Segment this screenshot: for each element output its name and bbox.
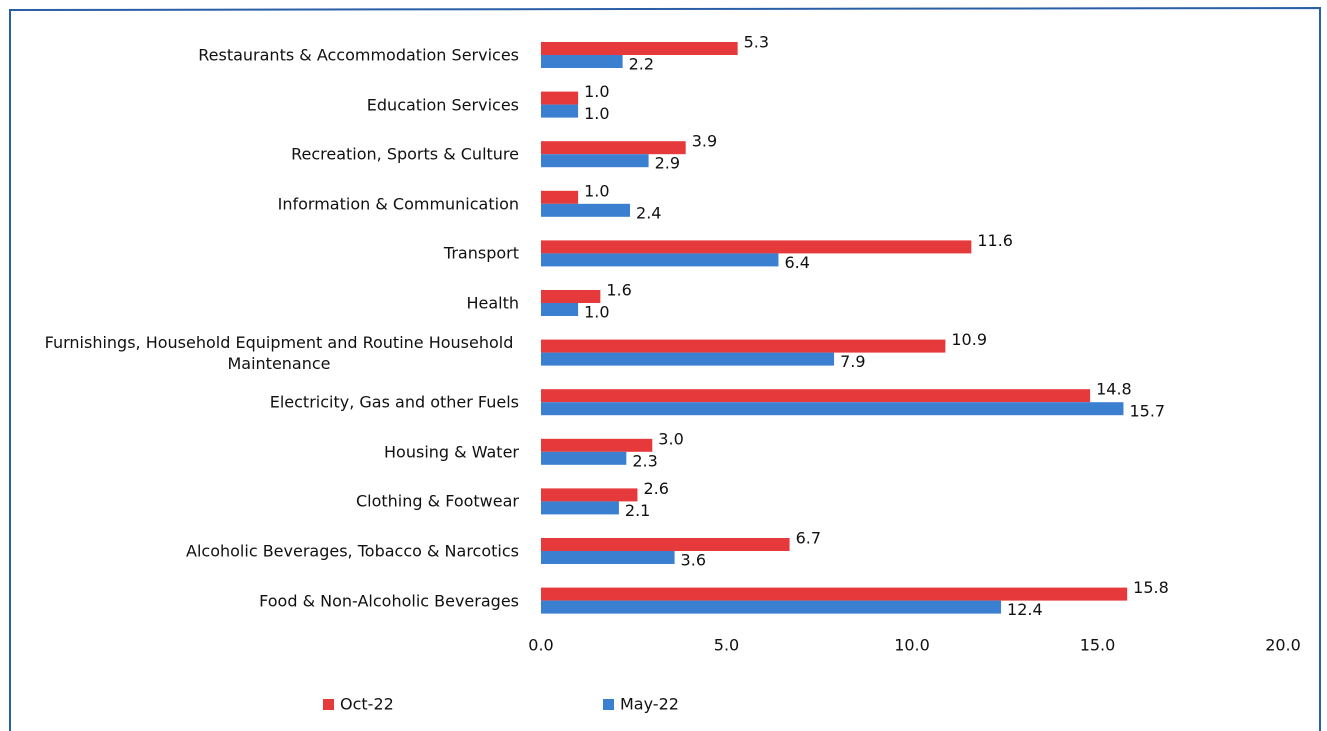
bar <box>541 55 623 68</box>
value-label: 11.6 <box>977 231 1013 250</box>
value-label: 12.4 <box>1007 600 1043 619</box>
bar <box>541 438 653 452</box>
category-label: Food & Non-Alcoholic Beverages <box>259 590 519 611</box>
category-label: Housing & Water <box>384 441 519 462</box>
value-label: 1.0 <box>584 104 609 123</box>
category-text: Housing & Water <box>384 442 519 462</box>
category-text: Transport <box>443 243 519 263</box>
category-text: Furnishings, Household Equipment and Rou… <box>44 332 514 373</box>
bar <box>541 203 631 217</box>
value-label: 1.0 <box>584 181 609 200</box>
bar <box>541 389 1091 403</box>
category-text: Electricity, Gas and other Fuels <box>269 392 519 412</box>
category-text: Education Services <box>366 95 519 115</box>
legend-label: May-22 <box>620 695 679 714</box>
bar <box>541 488 638 502</box>
legend-swatch <box>603 699 614 710</box>
category-text: Health <box>466 293 519 313</box>
bar <box>541 352 835 366</box>
value-label: 6.4 <box>784 253 809 272</box>
value-label: 2.2 <box>629 55 654 74</box>
x-tick-label: 20.0 <box>1265 636 1301 655</box>
value-label: 1.0 <box>584 303 609 322</box>
category-label: Transport <box>444 243 519 264</box>
bar <box>541 240 972 254</box>
bar <box>541 451 627 465</box>
value-label: 7.9 <box>840 352 865 371</box>
category-label: Education Services <box>367 94 519 115</box>
bar <box>541 290 601 303</box>
value-label: 6.7 <box>796 529 821 548</box>
bar <box>541 402 1124 416</box>
bar <box>541 42 738 55</box>
value-label: 1.6 <box>606 281 631 300</box>
category-text: Alcoholic Beverages, Tobacco & Narcotics <box>186 541 519 561</box>
bar <box>541 339 946 353</box>
category-text: Information & Communication <box>277 194 519 214</box>
bar <box>541 253 779 267</box>
value-label: 3.6 <box>681 551 706 570</box>
value-label: 2.3 <box>632 451 657 470</box>
bar <box>541 91 579 105</box>
category-label: Clothing & Footwear <box>356 491 519 512</box>
bar <box>541 190 579 204</box>
bar <box>541 538 790 551</box>
value-label: 3.0 <box>658 429 683 448</box>
frame <box>9 6 1321 731</box>
x-tick-label: 0.0 <box>528 636 553 655</box>
value-label: 14.8 <box>1096 380 1132 399</box>
value-label: 3.9 <box>692 132 717 151</box>
category-text: Clothing & Footwear <box>355 491 519 511</box>
value-label: 1.0 <box>584 82 609 101</box>
category-text: Food & Non-Alcoholic Beverages <box>259 591 519 611</box>
value-label: 15.7 <box>1129 402 1165 421</box>
category-label: Alcoholic Beverages, Tobacco & Narcotics <box>186 541 519 562</box>
bar <box>541 154 649 168</box>
category-label: Information & Communication <box>278 193 519 214</box>
value-label: 5.3 <box>744 33 769 52</box>
value-label: 2.4 <box>636 203 661 222</box>
value-label: 2.6 <box>643 479 668 498</box>
category-label: Recreation, Sports & Culture <box>291 144 519 165</box>
value-label: 2.9 <box>655 154 680 173</box>
category-label: Furnishings, Household Equipment and Rou… <box>39 332 519 374</box>
bar <box>541 551 675 564</box>
value-label: 15.8 <box>1133 578 1169 597</box>
bar <box>541 501 619 515</box>
category-text: Restaurants & Accommodation Services <box>198 45 519 65</box>
legend-label: Oct-22 <box>340 695 394 714</box>
x-tick-label: 15.0 <box>1080 636 1116 655</box>
category-label: Health <box>466 293 519 314</box>
category-text: Recreation, Sports & Culture <box>291 144 519 164</box>
category-label: Electricity, Gas and other Fuels <box>270 392 519 413</box>
value-label: 10.9 <box>951 330 987 349</box>
x-tick-label: 10.0 <box>894 636 930 655</box>
bar <box>541 587 1128 601</box>
bar <box>541 600 1002 614</box>
bar <box>541 141 686 155</box>
x-tick-label: 5.0 <box>714 636 739 655</box>
value-label: 2.1 <box>625 501 650 520</box>
category-label: Restaurants & Accommodation Services <box>198 45 519 66</box>
bar <box>541 303 579 316</box>
bar <box>541 104 579 118</box>
legend-swatch <box>323 699 334 710</box>
